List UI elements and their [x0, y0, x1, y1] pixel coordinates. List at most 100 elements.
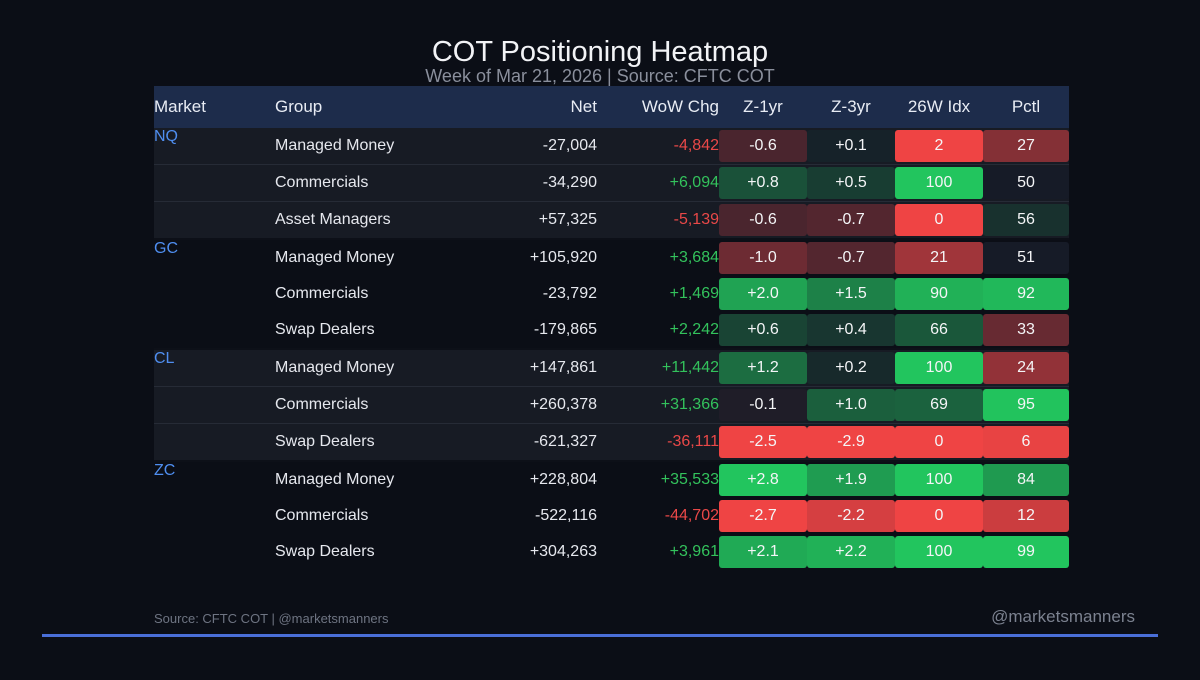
z-3yr-cell: -0.7: [807, 201, 895, 239]
group-label: Commercials: [275, 386, 477, 424]
column-header-wow-chg[interactable]: WoW Chg: [597, 86, 719, 128]
market-label: [154, 498, 275, 534]
z-3yr-cell: -0.7: [807, 238, 895, 276]
idx-26w-cell-value: 100: [895, 536, 983, 568]
z-1yr-cell: +0.6: [719, 312, 807, 349]
net-value: -27,004: [477, 128, 597, 165]
pctl-cell: 33: [983, 312, 1069, 349]
chart-title: COT Positioning Heatmap: [431, 36, 769, 68]
wow-change-value: +6,094: [597, 164, 719, 202]
table-row: Commercials +260,378 +31,366 -0.1 +1.0 69 95: [154, 386, 1069, 424]
z-3yr-cell: -2.2: [807, 498, 895, 534]
group-label: Managed Money: [275, 128, 477, 165]
pctl-cell: 84: [983, 460, 1069, 498]
z-3yr-cell: -2.9: [807, 423, 895, 461]
pctl-cell-value: 99: [983, 536, 1069, 568]
pctl-cell-value: 51: [983, 242, 1069, 274]
net-value: -23,792: [542, 285, 597, 302]
table-row: Swap Dealers -621,327 -36,111 -2.5 -2.9 0 6: [154, 423, 1069, 461]
net-value: +228,804: [477, 460, 597, 498]
wow-change-value: +2,242: [669, 321, 719, 338]
wow-change-value: +1,469: [669, 285, 719, 302]
z-1yr-cell: +0.8: [719, 164, 807, 202]
column-header-z-1yr[interactable]: Z-1yr: [719, 86, 807, 128]
pctl-cell-value: 6: [983, 426, 1069, 458]
table-row: Swap Dealers -179,865 +2,242 +0.6 +0.4 66 33: [154, 312, 1069, 349]
column-header-net[interactable]: Net: [477, 86, 597, 128]
z-1yr-cell: +2.1: [719, 534, 807, 570]
pctl-cell: 51: [983, 238, 1069, 276]
pctl-cell-value: 50: [983, 167, 1069, 199]
market-label: [154, 164, 275, 202]
group-label: Commercials: [275, 507, 369, 524]
wow-change-value: -36,111: [597, 423, 719, 461]
pctl-cell-value: 92: [983, 278, 1069, 310]
table-row: Commercials -34,290 +6,094 +0.8 +0.5 100 50: [154, 164, 1069, 202]
column-header-group[interactable]: Group: [275, 86, 477, 128]
z-1yr-cell: -0.6: [719, 128, 807, 165]
idx-26w-cell-value: 0: [895, 500, 983, 532]
wow-change-value: -5,139: [597, 201, 719, 239]
z-3yr-cell-value: -0.7: [807, 242, 895, 274]
column-header-z-3yr[interactable]: Z-3yr: [807, 86, 895, 128]
market-label: [154, 312, 275, 349]
net-value: +105,920: [477, 238, 597, 276]
net-value: -621,327: [477, 423, 597, 461]
net-value: +304,263: [529, 543, 597, 560]
column-header-26w-idx[interactable]: 26W Idx: [895, 86, 983, 128]
footer-accent-rule: [42, 634, 1158, 637]
z-1yr-cell-value: -2.7: [719, 500, 807, 532]
group-label: Swap Dealers: [275, 321, 375, 338]
column-header-pctl[interactable]: Pctl: [983, 86, 1069, 128]
pctl-cell: 12: [983, 498, 1069, 534]
group-label: Commercials: [275, 164, 477, 202]
pctl-cell-value: 12: [983, 500, 1069, 532]
z-3yr-cell-value: +0.5: [807, 167, 895, 199]
z-3yr-cell-value: +1.9: [807, 464, 895, 496]
z-1yr-cell-value: +0.8: [719, 167, 807, 199]
idx-26w-cell: 21: [895, 238, 983, 276]
wow-change-value: -4,842: [597, 128, 719, 165]
idx-26w-cell: 100: [895, 534, 983, 570]
net-value: +260,378: [477, 386, 597, 424]
market-label: [154, 534, 275, 570]
market-label: [154, 276, 275, 312]
column-header-market[interactable]: Market: [154, 86, 275, 128]
market-label: [154, 201, 275, 239]
pctl-cell: 92: [983, 276, 1069, 312]
idx-26w-cell: 69: [895, 386, 983, 424]
pctl-cell-value: 84: [983, 464, 1069, 496]
z-1yr-cell-value: -0.6: [719, 204, 807, 236]
group-label: Asset Managers: [275, 201, 477, 239]
market-label: GC: [154, 238, 275, 276]
cot-heatmap-table: Market Group Net WoW Chg Z-1yr Z-3yr 26W…: [154, 86, 1069, 570]
idx-26w-cell: 100: [895, 460, 983, 498]
idx-26w-cell: 100: [895, 348, 983, 387]
pctl-cell-value: 24: [983, 352, 1069, 384]
pctl-cell: 27: [983, 128, 1069, 165]
group-label: Commercials: [275, 285, 369, 302]
z-1yr-cell-value: +1.2: [719, 352, 807, 384]
wow-change-value: +3,961: [669, 543, 719, 560]
z-1yr-cell: -2.7: [719, 498, 807, 534]
market-label: ZC: [154, 460, 275, 498]
idx-26w-cell-value: 0: [895, 204, 983, 236]
pctl-cell-value: 27: [983, 130, 1069, 162]
z-3yr-cell: +0.4: [807, 312, 895, 349]
pctl-cell: 95: [983, 386, 1069, 424]
idx-26w-cell: 0: [895, 498, 983, 534]
wow-change-value: +31,366: [597, 386, 719, 424]
net-value: -522,116: [535, 507, 597, 524]
z-3yr-cell: +0.2: [807, 348, 895, 387]
idx-26w-cell: 0: [895, 201, 983, 239]
idx-26w-cell: 90: [895, 276, 983, 312]
net-value: +147,861: [477, 348, 597, 387]
z-3yr-cell-value: +1.5: [807, 278, 895, 310]
z-3yr-cell-value: +2.2: [807, 536, 895, 568]
pctl-cell: 56: [983, 201, 1069, 239]
pctl-cell: 50: [983, 164, 1069, 202]
z-3yr-cell-value: +0.1: [807, 130, 895, 162]
wow-change-value: +35,533: [597, 460, 719, 498]
market-label: CL: [154, 348, 275, 387]
z-1yr-cell-value: -0.6: [719, 130, 807, 162]
